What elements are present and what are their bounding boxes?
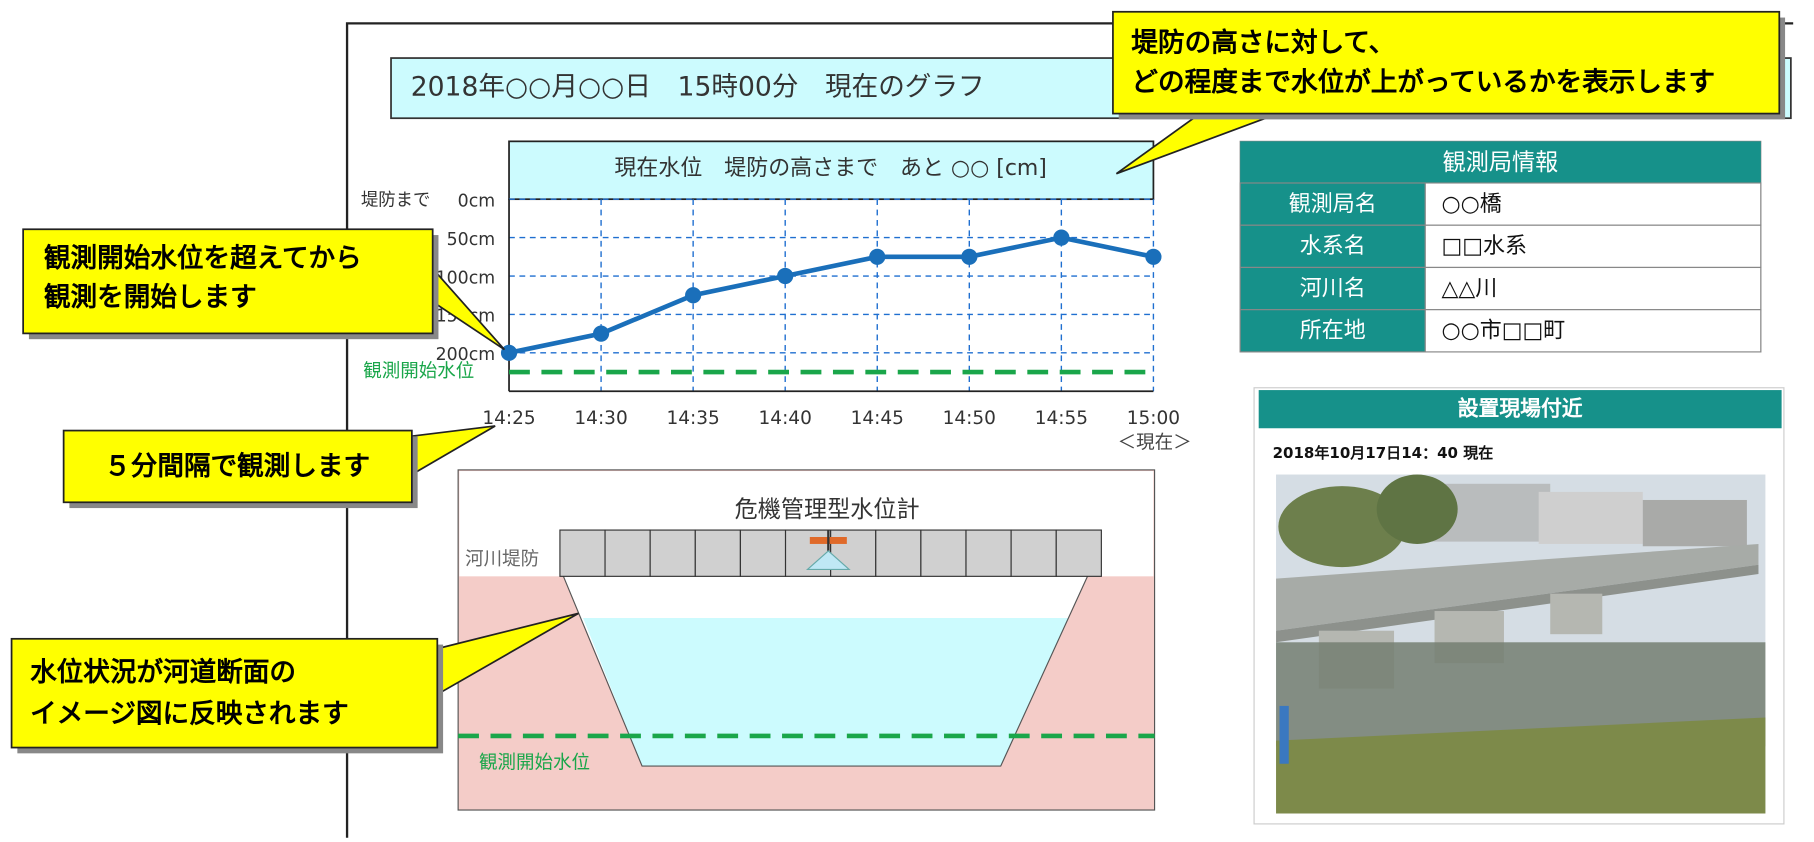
levee [559, 529, 1102, 577]
table-value-cell [1424, 266, 1762, 311]
x-tick-label: 14:35 [666, 408, 719, 429]
data-point [777, 267, 794, 285]
levee-block [920, 529, 967, 577]
photo-title: 設置現場付近 [1458, 397, 1583, 421]
y-axis-title: 堤防まで [361, 190, 430, 210]
data-point [1053, 229, 1070, 246]
levee-label: 河川堤防 [465, 549, 539, 570]
photo-image [1276, 474, 1766, 814]
callout-text: 観測を開始します [44, 282, 257, 313]
data-point [1145, 248, 1162, 265]
table-key: 水系名 [1300, 234, 1366, 259]
levee-block [1055, 529, 1102, 577]
callout-text: ５分間隔で観測します [104, 451, 370, 482]
data-point [869, 248, 886, 265]
x-tick-label: 14:50 [943, 408, 996, 429]
levee-block [559, 529, 606, 577]
table-value: ○○市□□町 [1441, 319, 1565, 344]
x-tick-label: 14:25 [482, 408, 535, 429]
levee-block [739, 529, 787, 577]
table-value-cell [1424, 182, 1762, 226]
table-key-cell [1239, 266, 1426, 311]
callout: 観測開始水位を超えてから 観測を開始します [22, 228, 506, 351]
table-title: 観測局情報 [1443, 150, 1559, 176]
table-value-cell [1424, 309, 1762, 353]
table-value: □□水系 [1441, 234, 1526, 259]
x-note: ＜現在＞ [1118, 432, 1192, 453]
reference-label: 観測開始水位 [363, 361, 474, 382]
levee-block [875, 529, 922, 577]
levee-block [1010, 529, 1057, 577]
x-tick-label: 14:30 [574, 408, 627, 429]
water [583, 617, 1069, 767]
levee-block [694, 529, 741, 577]
chart: 14:25 14:30 14:35 14:40 14:45 14:50 14:55 15:00… [363, 192, 1180, 429]
cross-section: 危機管理型水位計 河川堤防 観測開始水位 [457, 469, 1156, 811]
y-tick-label: 100cm [436, 268, 496, 288]
levee-block [604, 529, 651, 577]
y-tick-label: 200cm [436, 345, 496, 365]
table-value: ○○橋 [1441, 192, 1501, 217]
table-value: △△川 [1441, 276, 1497, 301]
data-point [961, 248, 978, 265]
channel-edge [562, 576, 1089, 767]
y-tick-label: 50cm [447, 230, 496, 250]
levee-block [649, 529, 696, 577]
data-line [508, 235, 1154, 356]
table-key-cell [1239, 309, 1426, 353]
section-title: 危機管理型水位計 [735, 497, 920, 523]
callout-text: どの程度まで水位が上がっているかを表示します [1131, 67, 1715, 98]
levee-block [965, 529, 1012, 577]
x-tick-label: 15:00 [1127, 408, 1180, 429]
callout-text: 堤防の高さに対して、 [1131, 28, 1395, 59]
photo-header-bg [1258, 390, 1782, 429]
page-title: 2018年○○月○○日 15時00分 現在のグラフ [411, 72, 985, 103]
x-tick-label: 14:55 [1035, 408, 1088, 429]
table-key-cell [1239, 182, 1426, 226]
callout: 水位状況が河道断面の イメージ図に反映されます [10, 612, 579, 754]
y-tick-label: 0cm [458, 192, 495, 212]
photo-caption: 2018年10月17日14：40 現在 [1273, 444, 1494, 462]
callout-text: イメージ図に反映されます [30, 699, 349, 730]
chart-header [508, 140, 1155, 201]
sensor-beam [805, 550, 851, 570]
table-key: 河川名 [1300, 276, 1366, 301]
x-tick-label: 14:40 [759, 408, 812, 429]
table-header-bg [1240, 141, 1761, 183]
table-key: 所在地 [1300, 319, 1366, 344]
chart-title: 現在水位 堤防の高さまで あと ○○ [cm] [614, 156, 1046, 181]
callout: ５分間隔で観測します [62, 425, 496, 509]
x-tick-label: 14:45 [851, 408, 904, 429]
callout-text: 観測開始水位を超えてから [44, 243, 362, 274]
table-key: 観測局名 [1289, 192, 1377, 217]
start-level-label: 観測開始水位 [479, 753, 590, 774]
callout: 堤防の高さに対して、 どの程度まで水位が上がっているかを表示します [1112, 10, 1786, 175]
data-point [500, 344, 518, 361]
callout-text: 水位状況が河道断面の [30, 657, 296, 688]
data-point [592, 325, 610, 342]
data-point [685, 287, 702, 304]
table-value-cell [1424, 224, 1762, 269]
